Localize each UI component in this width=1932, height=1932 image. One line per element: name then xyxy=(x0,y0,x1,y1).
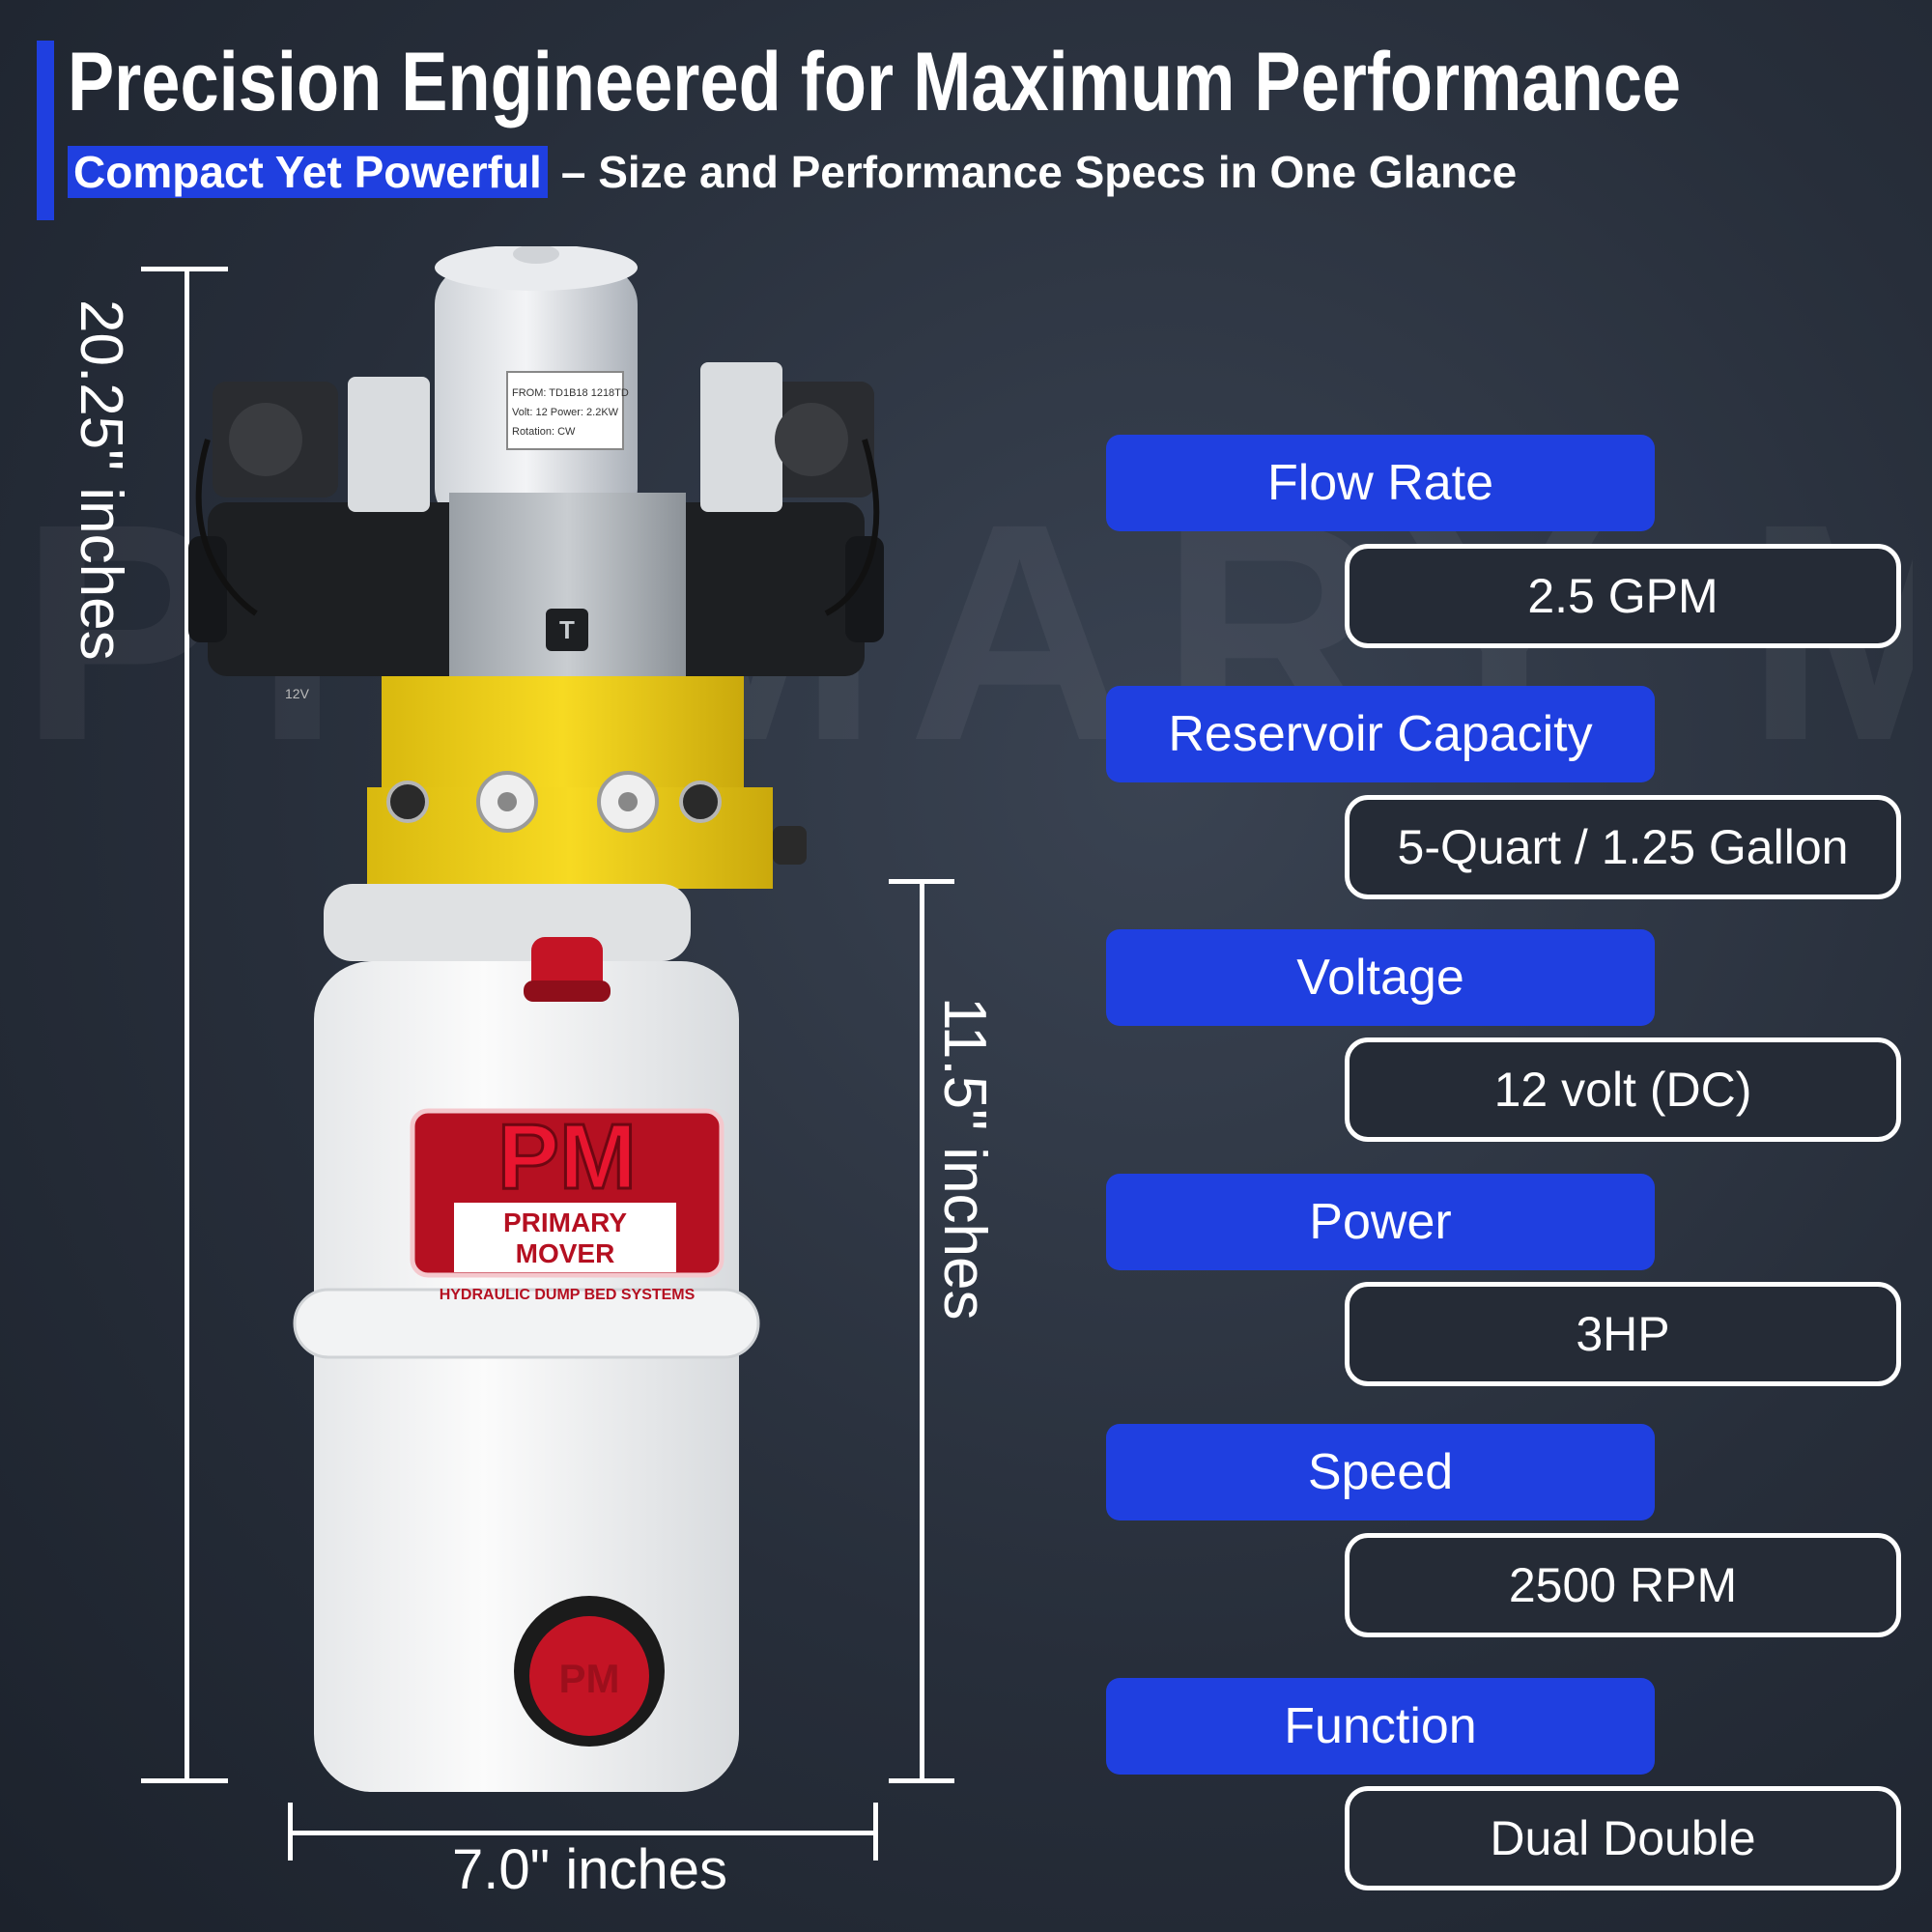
spec-value-reservoir-capacity: 5-Quart / 1.25 Gallon xyxy=(1345,795,1901,899)
total-height-label: 20.25" inches xyxy=(68,299,134,661)
valve-block: T 12V xyxy=(285,493,686,701)
valve-marking: T xyxy=(559,615,575,644)
hydraulic-pump-unit: FROM: TD1B18 1218TD Volt: 12 Power: 2.2K… xyxy=(188,246,884,1792)
dimension-cap xyxy=(288,1803,293,1861)
dimension-line xyxy=(920,881,924,1781)
logo-initials: PM xyxy=(497,1105,637,1208)
yellow-manifold xyxy=(367,676,807,889)
primary-mover-logo: PM PRIMARY MOVER HYDRAULIC DUMP BED SYST… xyxy=(410,1104,724,1303)
electric-motor: FROM: TD1B18 1218TD Volt: 12 Power: 2.2K… xyxy=(435,246,638,526)
logo-line1: PRIMARY xyxy=(503,1208,627,1237)
page-subtitle: Compact Yet Powerful – Size and Performa… xyxy=(68,143,1517,201)
spec-value-flow-rate: 2.5 GPM xyxy=(1345,544,1901,648)
page-title: Precision Engineered for Maximum Perform… xyxy=(68,36,1682,128)
cap-logo: PM xyxy=(559,1656,620,1701)
dimension-cap xyxy=(889,879,954,884)
dimension-line xyxy=(185,269,189,1781)
spec-value-voltage: 12 volt (DC) xyxy=(1345,1037,1901,1142)
dimension-cap xyxy=(889,1778,954,1783)
motor-label-line2: Volt: 12 Power: 2.2KW xyxy=(512,407,619,418)
fill-cap xyxy=(524,937,611,1002)
logo-line3: HYDRAULIC DUMP BED SYSTEMS xyxy=(440,1287,696,1303)
spec-label-flow-rate: Flow Rate xyxy=(1106,435,1655,531)
title-accent-bar xyxy=(37,41,54,220)
spec-value-speed: 2500 RPM xyxy=(1345,1533,1901,1637)
motor-label-plate xyxy=(506,371,624,450)
reservoir-height-label: 11.5" inches xyxy=(931,997,998,1321)
logo-line2: MOVER xyxy=(516,1238,615,1268)
dimension-line xyxy=(288,1831,877,1835)
spec-value-power: 3HP xyxy=(1345,1282,1901,1386)
reservoir-tank: PM PM PRIMARY MOVER HYDRAULIC DUMP BED S… xyxy=(293,884,760,1792)
spec-label-voltage: Voltage xyxy=(1106,929,1655,1026)
drain-cap: PM xyxy=(514,1596,665,1747)
spec-label-function: Function xyxy=(1106,1678,1655,1775)
voltage-tag: 12V xyxy=(285,686,310,701)
spec-value-function: Dual Double xyxy=(1345,1786,1901,1890)
subtitle-highlight: Compact Yet Powerful xyxy=(68,146,548,198)
subtitle-rest: – Size and Performance Specs in One Glan… xyxy=(560,147,1518,197)
motor-label-line1: FROM: TD1B18 1218TD xyxy=(512,387,629,399)
spec-label-speed: Speed xyxy=(1106,1424,1655,1520)
dimension-cap xyxy=(141,1778,228,1783)
spec-label-power: Power xyxy=(1106,1174,1655,1270)
dimension-cap xyxy=(141,267,228,271)
dimension-cap xyxy=(873,1803,878,1861)
motor-label-line3: Rotation: CW xyxy=(512,426,576,438)
width-label: 7.0" inches xyxy=(452,1838,727,1901)
spec-label-reservoir-capacity: Reservoir Capacity xyxy=(1106,686,1655,782)
